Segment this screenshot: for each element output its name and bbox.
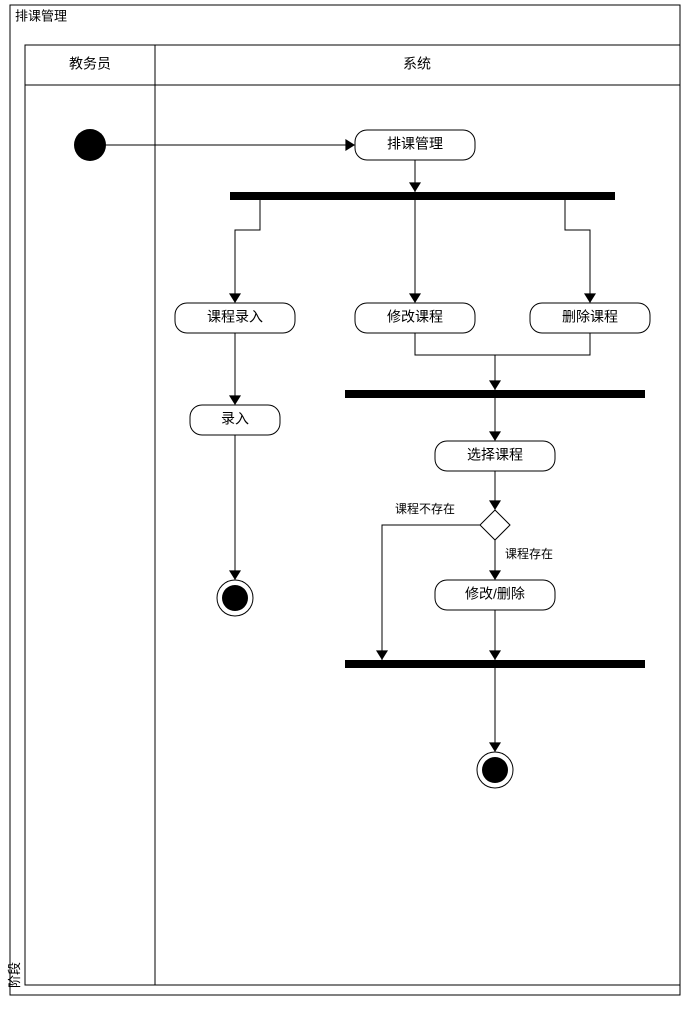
node-mgmt-label: 排课管理 bbox=[387, 136, 443, 152]
arrowhead bbox=[489, 500, 501, 510]
edge-fork1-enter bbox=[235, 200, 260, 303]
arrowhead bbox=[376, 650, 388, 660]
node-select-label: 选择课程 bbox=[467, 447, 523, 463]
lane-header-lane_system: 系统 bbox=[403, 56, 431, 72]
arrowhead bbox=[229, 395, 241, 405]
arrowhead bbox=[489, 431, 501, 441]
diagram-frame bbox=[10, 5, 680, 995]
edge-delete-join1 bbox=[495, 333, 590, 355]
node-mod_del-label: 修改/删除 bbox=[465, 586, 525, 602]
arrowhead bbox=[409, 182, 421, 192]
node-exist_label: 课程存在 bbox=[505, 546, 553, 561]
node-enter-label: 课程录入 bbox=[207, 309, 263, 325]
edge-fork1-delete bbox=[565, 200, 590, 303]
arrowhead bbox=[345, 139, 355, 151]
node-modify-label: 修改课程 bbox=[387, 309, 443, 325]
arrowhead bbox=[489, 380, 501, 390]
node-fork1 bbox=[230, 192, 615, 200]
edge-modify-join1 bbox=[415, 333, 495, 390]
diagram-title: 排课管理 bbox=[15, 9, 67, 24]
node-decision bbox=[480, 510, 510, 540]
arrowhead bbox=[584, 293, 596, 303]
arrowhead bbox=[229, 293, 241, 303]
arrowhead bbox=[229, 570, 241, 580]
lane-header-lane_actor: 教务员 bbox=[69, 56, 111, 72]
node-input-label: 录入 bbox=[221, 411, 249, 427]
node-start bbox=[74, 129, 106, 161]
arrowhead bbox=[489, 570, 501, 580]
arrowhead bbox=[409, 293, 421, 303]
node-end1 bbox=[222, 585, 248, 611]
phase-label: 阶段 bbox=[7, 962, 22, 988]
node-join2 bbox=[345, 660, 645, 668]
arrowhead bbox=[489, 742, 501, 752]
arrowhead bbox=[489, 650, 501, 660]
node-join1 bbox=[345, 390, 645, 398]
node-end2 bbox=[482, 757, 508, 783]
node-delete-label: 删除课程 bbox=[562, 309, 618, 325]
node-not_exist_label: 课程不存在 bbox=[395, 501, 455, 516]
swimlane-container bbox=[25, 45, 680, 985]
